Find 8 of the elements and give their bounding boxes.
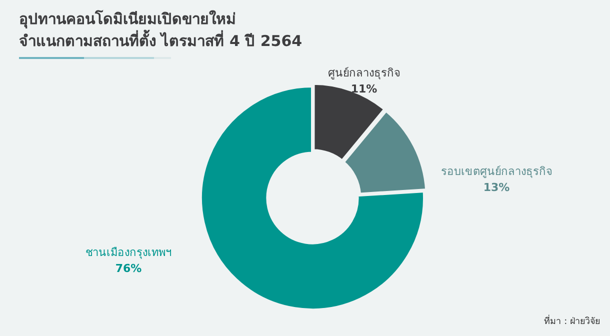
slice-label: รอบเขตศูนย์กลางธุรกิจ <box>441 164 552 178</box>
data-label: 11% <box>350 82 378 96</box>
text: ที่มา : ฝ่ายวิจัย <box>544 314 600 328</box>
slice-label: ชานเมืองกรุงเทพฯ <box>86 246 172 260</box>
slice-label: ศูนย์กลางธุรกิจ <box>328 66 400 80</box>
data-label: 13% <box>483 180 510 194</box>
data-label: 76% <box>115 262 142 276</box>
chart-title: อุปทานคอนโดมิเนียมเปิดขายใหม่ จำแนกตามสถานที่ตั้ง ไตรมาสที่ 4 ปี 2564 <box>19 9 302 52</box>
